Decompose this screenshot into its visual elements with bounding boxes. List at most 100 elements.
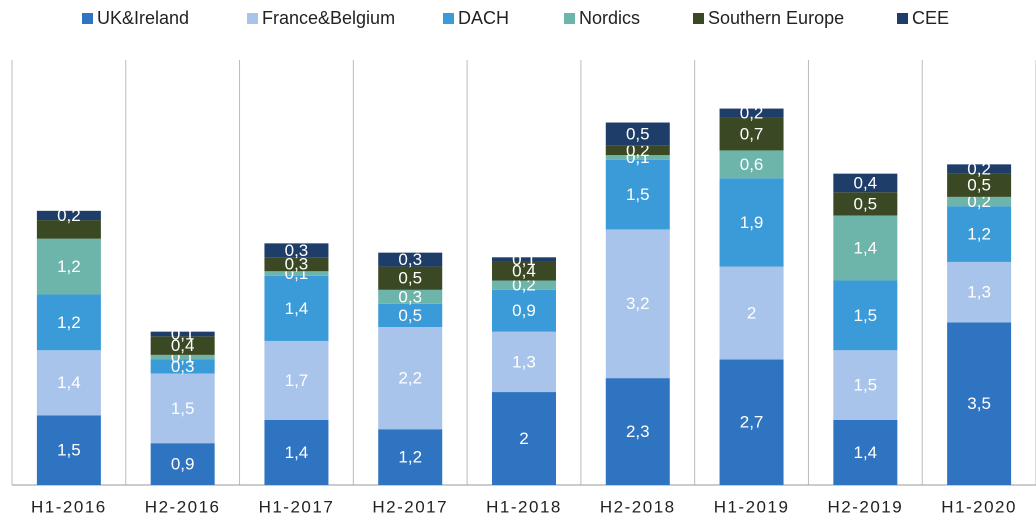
bar-segment xyxy=(36,415,101,485)
data-label: 0,2 xyxy=(57,206,81,225)
legend-swatch xyxy=(82,13,93,24)
legend-swatch xyxy=(693,13,704,24)
bar-segment xyxy=(947,322,1012,485)
bar-segment xyxy=(264,340,329,420)
x-tick-label: H2-2017 xyxy=(372,497,448,516)
bar-segment xyxy=(36,294,101,351)
bar-segment xyxy=(378,289,443,304)
bar-segment xyxy=(605,155,670,160)
data-label: 1,5 xyxy=(57,441,81,460)
bar-segment xyxy=(492,261,556,281)
bar-segment xyxy=(833,215,898,281)
data-label: 1,4 xyxy=(57,373,81,392)
legend-label: Southern Europe xyxy=(708,8,844,28)
data-label: 1,3 xyxy=(512,352,536,371)
x-tick-label: H1-2017 xyxy=(259,497,335,516)
data-label: 0,3 xyxy=(398,287,422,306)
x-tick-label: H1-2016 xyxy=(31,497,107,516)
bar-segment xyxy=(605,378,670,485)
bar-segment xyxy=(605,229,670,379)
data-label: 0,4 xyxy=(171,336,195,355)
bar-segment xyxy=(719,178,784,267)
data-label: 0,3 xyxy=(171,357,195,376)
data-label: 1,5 xyxy=(854,376,878,395)
bar-segment xyxy=(150,336,215,355)
bar-segment xyxy=(492,289,556,332)
legend-swatch xyxy=(247,13,258,24)
data-label: 0,5 xyxy=(967,176,991,195)
bar-segment xyxy=(492,257,556,262)
data-label: 2 xyxy=(747,304,756,323)
bar-segment xyxy=(378,303,443,327)
bar-segment xyxy=(719,266,784,360)
bar-segment xyxy=(947,206,1012,262)
bar-segment xyxy=(833,350,898,420)
bar-segment xyxy=(264,257,329,272)
bar-segment xyxy=(264,243,329,258)
bar-segment xyxy=(719,150,784,179)
data-label: 0,1 xyxy=(171,324,195,343)
bar-segment xyxy=(605,159,670,230)
data-label: 1,2 xyxy=(398,448,422,467)
bar-segment xyxy=(378,252,443,267)
data-label: 0,5 xyxy=(398,269,422,288)
bar-segment xyxy=(833,419,898,485)
data-label: 2,7 xyxy=(740,413,764,432)
x-tick-label: H1-2019 xyxy=(714,497,790,516)
bar-segment xyxy=(947,196,1012,207)
data-label: 1,4 xyxy=(854,238,878,257)
data-label: 1,2 xyxy=(57,313,81,332)
legend-swatch xyxy=(443,13,454,24)
x-tick-label: H1-2018 xyxy=(486,497,562,516)
data-label: 0,7 xyxy=(740,125,764,144)
bar-segment xyxy=(947,261,1012,323)
legend-label: Nordics xyxy=(579,8,640,28)
bar-segment xyxy=(605,145,670,156)
data-label: 0,9 xyxy=(512,301,536,320)
bar-segment xyxy=(378,327,443,430)
legend-swatch xyxy=(564,13,575,24)
x-tick-label: H1-2020 xyxy=(941,497,1017,516)
data-label: 1,9 xyxy=(740,213,764,232)
x-tick-label: H2-2019 xyxy=(827,497,903,516)
data-label: 1,4 xyxy=(285,299,309,318)
bar-segment xyxy=(947,173,1012,197)
data-label: 1,3 xyxy=(967,283,991,302)
data-label: 0,5 xyxy=(854,194,878,213)
data-label: 0,3 xyxy=(285,255,309,274)
bar-segment xyxy=(36,210,101,221)
legend-swatch xyxy=(897,13,908,24)
bar-segment xyxy=(264,419,329,485)
data-label: 1,5 xyxy=(626,185,650,204)
data-label: 0,1 xyxy=(512,250,536,269)
bar-segment xyxy=(36,220,101,239)
data-label: 1,7 xyxy=(285,371,309,390)
data-label: 2,2 xyxy=(398,369,422,388)
bar-segment xyxy=(264,275,329,341)
bar-segment xyxy=(833,280,898,351)
bar-segment xyxy=(378,266,443,290)
data-label: 1,2 xyxy=(57,257,81,276)
bar-segment xyxy=(833,192,898,216)
x-tick-label: H2-2018 xyxy=(600,497,676,516)
bar-segment xyxy=(150,443,215,485)
bar-segment xyxy=(492,392,556,485)
data-label: 1,2 xyxy=(967,225,991,244)
bar-segment xyxy=(492,280,556,290)
data-label: 0,2 xyxy=(740,104,764,123)
x-tick-label: H2-2016 xyxy=(145,497,221,516)
data-label: 0,3 xyxy=(285,241,309,260)
bar-segment xyxy=(264,271,329,276)
bar-segment xyxy=(833,173,898,193)
data-label: 0,2 xyxy=(967,159,991,178)
bar-segment xyxy=(378,429,443,485)
data-label: 1,4 xyxy=(285,443,309,462)
bar-segment xyxy=(150,373,215,444)
legend-label: UK&Ireland xyxy=(97,8,189,28)
data-label: 0,4 xyxy=(854,173,878,192)
data-label: 1,5 xyxy=(171,399,195,418)
bar-segment xyxy=(492,331,556,393)
legend-label: CEE xyxy=(912,8,949,28)
data-label: 1,4 xyxy=(854,443,878,462)
